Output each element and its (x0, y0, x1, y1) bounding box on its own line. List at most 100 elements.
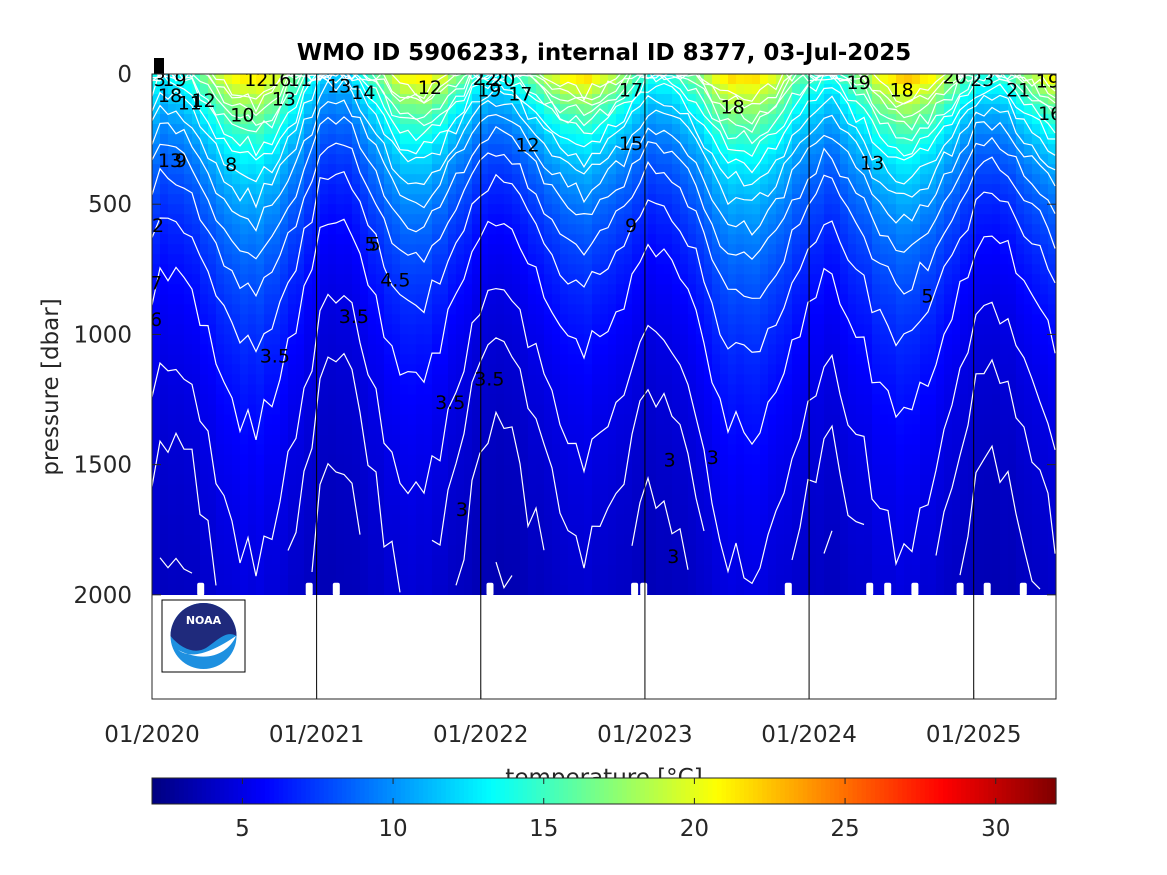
contour-label: 9 (175, 150, 187, 172)
contour-label: 14 (351, 82, 375, 104)
isotherm-line (152, 74, 1056, 187)
colorbar-tick-label: 20 (680, 816, 709, 842)
y-tick-label: 2000 (73, 583, 132, 609)
contour-label: 13 (327, 76, 351, 98)
y-tick-label: 0 (117, 62, 132, 88)
contour-label: 5 (921, 285, 933, 307)
contour-label: 17 (619, 80, 643, 102)
axes-box (151, 73, 1057, 700)
contour-label: 5 (369, 233, 381, 255)
contour-label: 12 (140, 215, 164, 237)
x-axis: 01/2020 01/2021 01/2022 01/2023 01/2024 01/20… (104, 74, 1021, 748)
isotherm-line (152, 116, 1056, 260)
isotherm-line (152, 287, 1056, 585)
isotherm-line (152, 99, 1056, 236)
contour-label: 6 (150, 309, 162, 331)
contour-label: 3 (664, 449, 676, 471)
contour-label: 11 (288, 69, 312, 91)
colorbar-ticks: 5 10 15 20 25 30 (235, 778, 1010, 842)
contour-label: 21 (1006, 80, 1030, 102)
isotherm-line (152, 74, 1056, 133)
isotherm-line (159, 410, 1041, 590)
noaa-logo-text: NOAA (186, 614, 222, 627)
x-tick-label: 01/2022 (433, 722, 529, 748)
contour-label: 11 (178, 93, 202, 115)
contour-label: 18 (158, 85, 182, 107)
contour-label: 8 (225, 154, 237, 176)
y-tick-label: 1000 (73, 322, 132, 348)
contour-label: 13 (860, 153, 884, 175)
contour-label: 17 (508, 84, 532, 106)
contour-label: 16 (267, 69, 291, 91)
contour-label: 3 (667, 546, 679, 568)
contour-label: 23 (970, 69, 994, 91)
contour-label: 5 (365, 233, 377, 255)
contour-label: 3.5 (339, 306, 369, 328)
colorbar-tick-label: 15 (529, 816, 558, 842)
x-tick-label: 01/2025 (926, 722, 1022, 748)
colorbar-frame (151, 777, 1057, 805)
contour-label: 19 (162, 69, 186, 91)
x-tick-label: 01/2021 (269, 722, 365, 748)
contour-label: 3 (707, 447, 719, 469)
colorbar-tick-label: 5 (235, 816, 250, 842)
contour-label: 18 (890, 80, 914, 102)
contour-label: 12 (192, 90, 216, 112)
isotherm-line (495, 561, 513, 589)
isotherm-line (152, 142, 1056, 299)
contour-label: 12 (418, 77, 442, 99)
colorbar-tick-label: 30 (981, 816, 1010, 842)
noaa-logo: NOAA (161, 599, 246, 673)
isotherm-line (173, 74, 1056, 145)
y-axis-label: pressure [dbar] (38, 298, 64, 475)
contour-label: 3.5 (435, 392, 465, 414)
contour-label: 22 (473, 68, 497, 90)
isotherm-line (152, 78, 1056, 209)
contour-label: 19 (847, 72, 871, 94)
y-axis: 0 500 1000 1500 2000 (73, 62, 1056, 609)
float-start-marker (154, 58, 164, 74)
contour-label: 3 (456, 499, 468, 521)
contour-label: 7 (150, 272, 162, 294)
contour-label: 12 (515, 134, 539, 156)
colorbar (152, 778, 1057, 804)
year-boundary-lines (316, 74, 975, 699)
isotherm-line (157, 74, 1056, 113)
contour-label: 9 (625, 215, 637, 237)
contour-label: 20 (943, 67, 967, 89)
isotherm-line (152, 74, 1056, 174)
contour-label: 13 (158, 150, 182, 172)
x-tick-label: 01/2023 (597, 722, 693, 748)
contour-label: 12 (244, 69, 268, 91)
contour-label: 13 (272, 89, 296, 111)
contour-label: 20 (491, 69, 515, 91)
isotherm-line (152, 218, 1056, 446)
y-tick-label: 500 (88, 192, 132, 218)
contour-label: 3.5 (260, 345, 290, 367)
colorbar-tick-label: 25 (830, 816, 859, 842)
contour-label: 19 (477, 80, 501, 102)
y-tick-label: 1500 (73, 453, 132, 479)
contour-label: 10 (230, 104, 254, 126)
x-tick-label: 01/2024 (761, 722, 857, 748)
contour-label: 16 (1038, 103, 1062, 125)
x-tick-label: 01/2020 (104, 722, 200, 748)
contour-label: 18 (721, 97, 745, 119)
isotherm-line (152, 74, 1056, 158)
chart-title: WMO ID 5906233, internal ID 8377, 03-Jul… (297, 40, 912, 66)
isotherm-line (152, 74, 1056, 125)
missing-data-gaps (197, 582, 1027, 596)
isotherm-contours (152, 74, 1056, 593)
colorbar-tick-label: 10 (378, 816, 407, 842)
contour-label: 15 (619, 133, 643, 155)
contour-label: 23 (142, 69, 166, 91)
contour-label: 3.5 (474, 369, 504, 391)
contour-label: 19 (1036, 71, 1060, 93)
isotherm-line (152, 170, 1056, 353)
contour-label: 4.5 (380, 270, 410, 292)
isotherm-line (156, 74, 1056, 105)
isotherm-line (152, 337, 1056, 593)
temperature-heatmap (152, 74, 1056, 595)
